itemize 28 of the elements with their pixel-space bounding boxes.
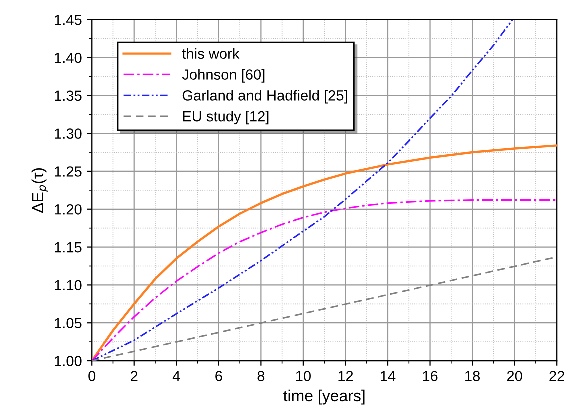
- x-axis-title: time [years]: [284, 390, 365, 405]
- x-tick-label: 14: [381, 371, 396, 382]
- x-tick-label: 10: [296, 371, 311, 382]
- x-tick-label: 0: [88, 371, 96, 382]
- x-tick-label: 2: [131, 371, 138, 382]
- y-tick-label: 1.20: [55, 204, 82, 215]
- x-tick-label: 20: [507, 371, 522, 382]
- legend-label: Johnson [60]: [182, 69, 265, 83]
- y-tick-label: 1.35: [55, 90, 82, 102]
- y-tick-label: 1.15: [55, 242, 82, 253]
- y-tick-label: 1.40: [55, 52, 82, 64]
- x-tick-label: 16: [423, 371, 438, 382]
- legend-label: this work: [182, 48, 240, 60]
- y-tick-label: 1.45: [55, 15, 82, 26]
- x-tick-label: 6: [216, 371, 222, 382]
- y-tick-label: 1.00: [55, 356, 82, 366]
- y-tick-label: 1.25: [55, 166, 82, 177]
- x-tick-label: 4: [172, 371, 180, 382]
- y-tick-label: 1.30: [55, 128, 82, 140]
- y-axis-title: ΔE$_{p}$(τ): [32, 168, 48, 213]
- y-tick-label: 1.05: [55, 318, 82, 329]
- y-tick-label: 1.10: [55, 280, 82, 291]
- x-tick-label: 18: [466, 371, 480, 382]
- legend-label: EU study [12]: [183, 111, 269, 125]
- legend-label: Garland and Hadfield [25]: [182, 90, 348, 104]
- x-tick-label: 12: [338, 371, 354, 382]
- x-tick-label: 22: [550, 371, 564, 382]
- x-tick-label: 8: [258, 371, 265, 382]
